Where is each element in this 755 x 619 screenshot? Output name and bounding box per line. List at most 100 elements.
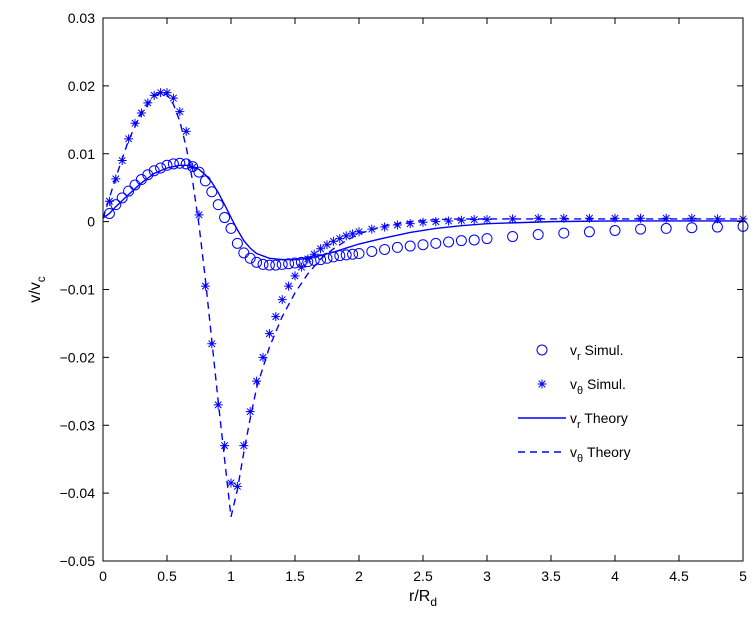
series-point: [232, 481, 242, 491]
series-point: [213, 400, 223, 410]
series-point: [532, 229, 544, 241]
series-point: [380, 222, 390, 232]
series-point: [231, 237, 243, 249]
legend-item: vr Simul.: [536, 342, 624, 363]
series-point: [443, 236, 455, 248]
series-point: [404, 240, 416, 252]
series-point: [175, 107, 185, 117]
x-tick-label: 1.5: [285, 568, 305, 584]
series-point: [194, 210, 204, 220]
series-point: [180, 158, 192, 170]
series-point: [558, 227, 570, 239]
series-point: [468, 234, 480, 246]
x-tick-label: 0.5: [157, 568, 177, 584]
x-tick-label: 2: [355, 568, 363, 584]
series-point: [431, 217, 441, 227]
series-point: [418, 217, 428, 227]
series-point: [193, 166, 205, 178]
y-tick-label: −0.04: [60, 485, 96, 501]
legend-item: vθ Simul.: [537, 376, 626, 397]
series-point: [252, 376, 262, 386]
series-point: [143, 98, 153, 108]
axis-ticks: 0 0.5 1 1.5 2 2.5 3 3.5 4 4.5 5 −0.05 −0.04 −0.03 −0.0…: [60, 10, 748, 584]
series-point: [284, 281, 294, 291]
x-tick-label: 5: [739, 568, 747, 584]
y-tick-label: 0.03: [68, 10, 95, 26]
legend-label: vr Theory: [570, 410, 628, 431]
legend-label: vθ Theory: [570, 444, 631, 465]
series-point: [168, 93, 178, 103]
series-point: [271, 312, 281, 322]
series-point: [455, 235, 467, 247]
series-point: [379, 243, 391, 255]
series-point: [264, 329, 274, 339]
y-tick-label: −0.01: [60, 282, 96, 298]
legend-label-main: v: [570, 410, 577, 426]
series-line: [102, 91, 743, 518]
series-point: [277, 295, 287, 305]
series-point: [245, 407, 255, 417]
x-tick-label: 1: [227, 568, 235, 584]
legend-label-rest: Theory: [581, 410, 628, 426]
series-point: [309, 249, 319, 259]
series-point: [200, 281, 210, 291]
series-point: [116, 192, 128, 204]
x-axis-label: r/Rd: [409, 588, 437, 609]
series-point: [508, 214, 518, 224]
series-point: [110, 199, 122, 211]
series-point: [219, 212, 231, 224]
y-tick-label: 0.02: [68, 78, 95, 94]
x-tick-label: 3: [483, 568, 491, 584]
series-point: [417, 239, 429, 251]
series-point: [661, 213, 671, 223]
series-point: [244, 252, 256, 264]
x-axis-label-sub: d: [430, 595, 437, 609]
series-point: [340, 249, 352, 261]
series-point: [469, 215, 479, 225]
series-point: [507, 231, 519, 243]
series-point: [405, 219, 415, 229]
series-2: [102, 164, 743, 261]
series-point: [353, 248, 365, 260]
series-point: [430, 237, 442, 249]
series-point: [609, 224, 621, 236]
x-tick-label: 4.5: [669, 568, 689, 584]
series-point: [289, 257, 301, 269]
x-tick-label: 0: [99, 568, 107, 584]
series-point: [444, 216, 454, 226]
legend-label-sub: r: [577, 419, 581, 431]
series-point: [123, 185, 135, 197]
legend-label-rest: Theory: [583, 444, 630, 460]
series-point: [124, 134, 134, 144]
series-point: [270, 259, 282, 271]
legend-label-rest: Simul.: [581, 342, 624, 358]
y-tick-label: 0.01: [68, 146, 95, 162]
y-tick-label: −0.03: [60, 417, 96, 433]
series-point: [687, 213, 697, 223]
legend-label-sub: r: [577, 351, 581, 363]
series-point: [181, 126, 191, 136]
series-point: [354, 227, 364, 237]
series-line: [102, 164, 743, 261]
series-point: [315, 254, 327, 266]
series-point: [290, 271, 300, 281]
x-axis-label-main: r/R: [409, 588, 430, 605]
series-point: [712, 214, 722, 224]
legend-label-rest: Simul.: [583, 376, 626, 392]
series-point: [226, 478, 236, 488]
series-point: [366, 245, 378, 257]
series-point: [263, 259, 275, 271]
series-point: [174, 157, 186, 169]
series-point: [257, 258, 269, 270]
x-tick-label: 2.5: [413, 568, 433, 584]
legend-star-marker: [537, 379, 547, 389]
series-point: [156, 88, 166, 98]
legend-label-main: v: [570, 376, 577, 392]
series-point: [206, 186, 218, 198]
legend-label-main: v: [570, 444, 577, 460]
series-point: [583, 226, 595, 238]
series-point: [686, 222, 698, 234]
series-point: [348, 229, 358, 239]
series-point: [481, 233, 493, 245]
